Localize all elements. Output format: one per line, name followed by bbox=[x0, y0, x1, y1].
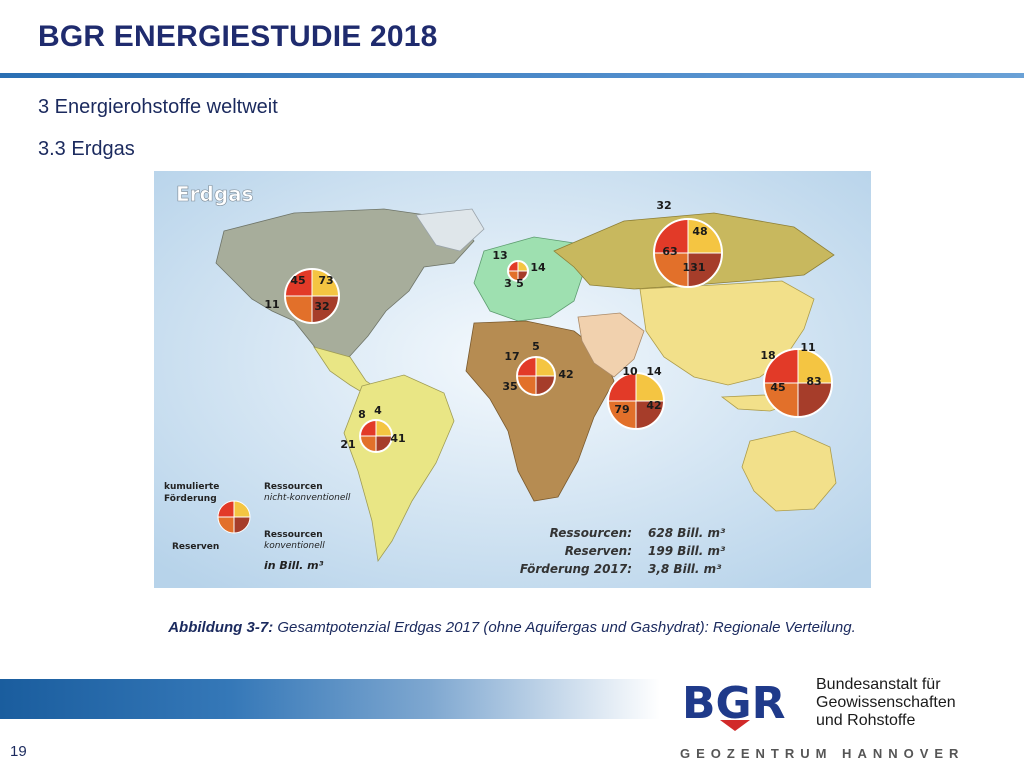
pie-value-label: 8 bbox=[358, 408, 366, 421]
org-line-1: Bundesanstalt für bbox=[816, 676, 941, 693]
pie-value-label: 83 bbox=[806, 375, 821, 388]
pie-value-label: 45 bbox=[770, 381, 785, 394]
pie-value-label: 131 bbox=[683, 261, 706, 274]
legend-pie bbox=[217, 500, 251, 534]
pie-value-label: 11 bbox=[264, 298, 279, 311]
pie-value-label: 10 bbox=[622, 365, 638, 378]
legend-unit: in Bill. m³ bbox=[264, 559, 324, 572]
total-ressourcen-value: 628 Bill. m³ bbox=[648, 526, 726, 540]
geozentrum-hannover: GEOZENTRUM HANNOVER bbox=[680, 746, 965, 761]
pie-value-label: 13 bbox=[492, 249, 507, 262]
legend-pie-slice bbox=[217, 500, 235, 518]
middle-east-shape bbox=[577, 312, 645, 378]
pie-outline bbox=[516, 356, 556, 396]
africa-shape bbox=[465, 320, 615, 502]
pie-value-label: 73 bbox=[318, 274, 333, 287]
page-title: BGR ENERGIESTUDIE 2018 bbox=[38, 20, 438, 53]
total-foerderung-value: 3,8 Bill. m³ bbox=[648, 562, 722, 576]
europe-shape bbox=[473, 236, 585, 322]
page-number: 19 bbox=[10, 743, 27, 760]
legend-konventionell: konventionell bbox=[264, 541, 325, 551]
footer-gradient-bar bbox=[0, 679, 660, 719]
total-ressourcen-label: Ressourcen: bbox=[550, 526, 632, 540]
org-line-2: Geowissenschaften bbox=[816, 694, 956, 711]
pie-value-label: 32 bbox=[656, 199, 671, 212]
caption-label: Abbildung 3-7: bbox=[168, 619, 274, 636]
caption-text: Gesamtpotenzial Erdgas 2017 (ohne Aquife… bbox=[273, 619, 856, 636]
org-line-3: und Rohstoffe bbox=[816, 712, 916, 729]
pie-outline bbox=[653, 218, 723, 288]
pie-outline bbox=[359, 419, 393, 453]
legend-foerderung: Förderung bbox=[164, 494, 217, 504]
pie-value-label: 42 bbox=[646, 399, 661, 412]
legend-nicht-konventionell: nicht-konventionell bbox=[264, 493, 351, 503]
gas-map-figure: Erdgas 45 73 32 11 13 14 3 5 32 48 63 131 17 5 35 42 10 1… bbox=[154, 171, 871, 588]
australia-shape bbox=[741, 430, 837, 512]
org-name: Bundesanstalt für Geowissenschaften und … bbox=[816, 676, 956, 730]
pie-outline bbox=[507, 260, 529, 282]
pie-value-label: 35 bbox=[502, 380, 517, 393]
title-rule bbox=[0, 73, 1024, 78]
pie-value-label: 3 bbox=[504, 277, 512, 290]
total-foerderung-label: Förderung 2017: bbox=[520, 562, 632, 576]
pie-value-label: 63 bbox=[662, 245, 677, 258]
bgr-logo: BGR bbox=[682, 678, 786, 731]
bgr-logo-triangle bbox=[720, 720, 750, 731]
pie-outline bbox=[284, 268, 340, 324]
total-reserven-label: Reserven: bbox=[565, 544, 632, 558]
pie-value-label: 41 bbox=[390, 432, 405, 445]
pie-value-label: 14 bbox=[530, 261, 546, 274]
subsection-heading: 3.3 Erdgas bbox=[38, 138, 135, 160]
totals-box: Ressourcen: 628 Bill. m³ Reserven: 199 B… bbox=[520, 526, 726, 576]
pie-value-label: 18 bbox=[760, 349, 775, 362]
pie-value-label: 32 bbox=[314, 300, 329, 313]
pie-value-label: 11 bbox=[800, 341, 815, 354]
pie-value-label: 48 bbox=[692, 225, 707, 238]
legend-ressourcen-nk: Ressourcen bbox=[264, 482, 323, 492]
pie-outline bbox=[763, 348, 833, 418]
pie-value-label: 17 bbox=[504, 350, 519, 363]
total-reserven-value: 199 Bill. m³ bbox=[648, 544, 726, 558]
pie-outline bbox=[607, 372, 665, 430]
pie-value-label: 79 bbox=[614, 403, 629, 416]
legend-reserven: Reserven bbox=[172, 542, 219, 552]
map-title: Erdgas bbox=[176, 182, 254, 206]
pie-value-label: 42 bbox=[558, 368, 573, 381]
pie-value-label: 14 bbox=[646, 365, 662, 378]
pie-value-label: 21 bbox=[340, 438, 355, 451]
pie-value-label: 5 bbox=[516, 277, 524, 290]
pie-value-label: 5 bbox=[532, 340, 540, 353]
greenland-shape bbox=[415, 208, 485, 252]
figure-caption: Abbildung 3-7: Gesamtpotenzial Erdgas 20… bbox=[0, 619, 1024, 636]
legend: kumulierte Förderung Reserven Ressourcen… bbox=[164, 482, 351, 572]
legend-ressourcen-k: Ressourcen bbox=[264, 530, 323, 540]
legend-kumulierte: kumulierte bbox=[164, 482, 219, 492]
pie-value-label: 45 bbox=[290, 274, 305, 287]
section-heading: 3 Energierohstoffe weltweit bbox=[38, 96, 278, 118]
pie-value-label: 4 bbox=[374, 404, 382, 417]
